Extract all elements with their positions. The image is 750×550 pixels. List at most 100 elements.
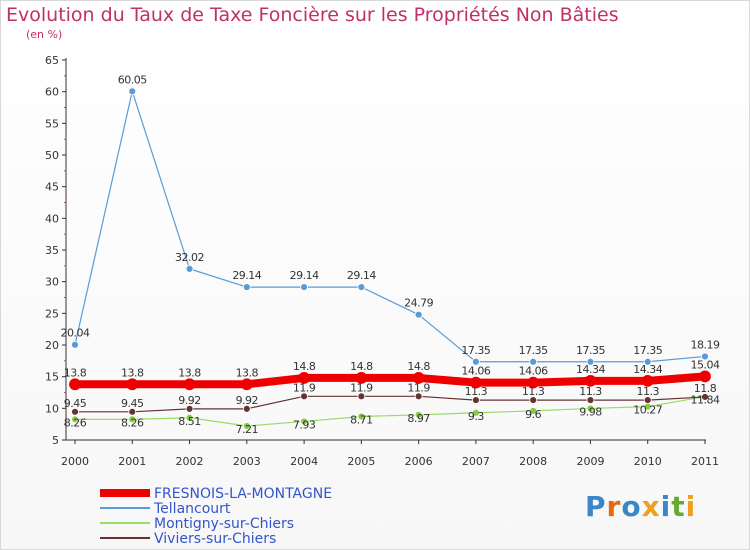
- data-label: 14.8: [293, 360, 316, 373]
- x-tick-label: 2004: [290, 455, 318, 468]
- x-tick-label: 2009: [576, 455, 604, 468]
- data-label: 15.04: [691, 358, 720, 371]
- data-point: [128, 407, 137, 416]
- data-point: [472, 396, 480, 405]
- series-line: [75, 372, 706, 389]
- y-tick-label: 50: [45, 149, 59, 162]
- data-label: 9.92: [178, 394, 201, 407]
- data-point: [300, 283, 308, 292]
- data-label: 7.93: [293, 418, 316, 431]
- data-label: 14.34: [576, 363, 605, 376]
- y-tick-label: 20: [45, 339, 59, 352]
- data-label: 8.71: [350, 414, 373, 427]
- data-point: [701, 352, 709, 361]
- data-point: [242, 404, 251, 413]
- y-tick-label: 5: [52, 434, 59, 447]
- data-point: [355, 372, 368, 384]
- data-label: 11.3: [465, 385, 488, 398]
- logo-letter-r: r: [606, 490, 622, 523]
- data-label: 29.14: [232, 269, 261, 282]
- data-point: [643, 396, 652, 405]
- y-tick-label: 30: [45, 276, 59, 289]
- data-label: 9.98: [579, 405, 602, 418]
- data-point: [701, 393, 709, 401]
- logo-letter-x: x: [641, 490, 661, 523]
- data-point: [529, 406, 538, 415]
- series-line: [75, 396, 706, 427]
- data-point: [472, 357, 480, 366]
- data-point: [183, 378, 196, 391]
- x-tick-label: 2007: [462, 455, 490, 468]
- data-label: 8.51: [178, 415, 201, 428]
- y-tick-label: 40: [45, 212, 59, 225]
- data-label: 11.8: [694, 382, 717, 395]
- data-label: 10.27: [633, 404, 662, 417]
- data-label: 29.14: [290, 269, 319, 282]
- data-point: [412, 372, 425, 384]
- data-label: 11.3: [522, 385, 545, 398]
- data-label: 9.45: [64, 397, 87, 410]
- data-label: 17.35: [461, 344, 490, 357]
- data-point: [699, 370, 711, 383]
- data-label: 11.9: [350, 381, 373, 394]
- data-point: [128, 415, 137, 424]
- data-point: [298, 372, 310, 384]
- data-label: 17.35: [576, 344, 605, 357]
- legend-label: Montigny-sur-Chiers: [154, 516, 294, 532]
- data-point: [472, 408, 480, 417]
- data-label: 14.8: [350, 360, 373, 373]
- x-tick-label: 2002: [176, 455, 204, 468]
- logo-letter-i2: i: [685, 490, 697, 523]
- data-point: [414, 310, 423, 319]
- data-label: 11.3: [636, 385, 659, 398]
- x-tick-label: 2005: [347, 455, 375, 468]
- data-point: [240, 378, 253, 391]
- data-point: [529, 396, 538, 405]
- data-label: 60.05: [118, 73, 147, 86]
- x-tick-label: 2000: [61, 455, 89, 468]
- data-point: [584, 374, 597, 387]
- data-point: [71, 407, 79, 416]
- data-label: 9.6: [525, 408, 541, 421]
- series-line: [75, 395, 706, 413]
- data-label: 17.35: [633, 344, 662, 357]
- y-tick-label: 10: [45, 402, 59, 415]
- data-label: 9.45: [121, 397, 144, 410]
- data-point: [126, 378, 139, 391]
- data-label: 32.02: [175, 251, 204, 264]
- data-point: [586, 404, 595, 413]
- data-label: 13.8: [64, 366, 87, 379]
- x-tick-label: 2008: [519, 455, 547, 468]
- y-tick-label: 45: [45, 181, 59, 194]
- data-label: 11.84: [691, 394, 720, 407]
- data-point: [643, 357, 652, 366]
- data-label: 17.35: [519, 344, 548, 357]
- logo-letter-t: t: [671, 490, 686, 523]
- legend-label: Viviers-sur-Chiers: [154, 531, 276, 547]
- data-label: 14.34: [633, 363, 662, 376]
- data-label: 18.19: [691, 338, 720, 351]
- data-point: [71, 340, 79, 349]
- data-label: 14.06: [461, 365, 490, 378]
- chart-unit: (en %): [26, 28, 63, 41]
- data-label: 29.14: [347, 269, 376, 282]
- logo-letter-o: o: [621, 490, 642, 523]
- chart-title: Evolution du Taux de Taxe Foncière sur l…: [6, 4, 619, 26]
- data-point: [357, 392, 366, 401]
- logo-letter-p: P: [585, 490, 607, 523]
- data-point: [357, 283, 366, 292]
- data-label: 11.9: [407, 381, 430, 394]
- data-label: 11.3: [579, 385, 602, 398]
- data-label: 8.26: [64, 416, 87, 429]
- data-point: [357, 412, 366, 421]
- series-line: [74, 90, 706, 363]
- x-tick-label: 2010: [634, 455, 662, 468]
- data-point: [414, 392, 423, 401]
- data-point: [242, 283, 251, 292]
- legend-label: FRESNOIS-LA-MONTAGNE: [154, 486, 332, 502]
- data-point: [69, 378, 81, 391]
- data-label: 9.3: [468, 410, 484, 423]
- y-tick-label: 25: [45, 307, 59, 320]
- data-point: [586, 396, 595, 405]
